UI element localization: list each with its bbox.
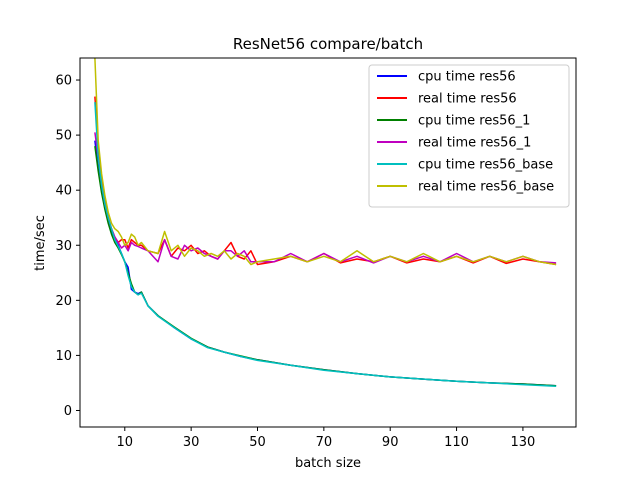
y-tick-label-3: 30: [55, 239, 72, 254]
x-tick-label-3: 70: [316, 435, 333, 450]
x-tick-label-5: 110: [444, 435, 469, 450]
x-tick-label-6: 130: [511, 435, 536, 450]
y-tick-label-4: 40: [55, 184, 72, 199]
legend-label-0: cpu time res56: [418, 70, 516, 85]
x-tick-label-1: 30: [183, 435, 200, 450]
series-line-3: [94, 132, 557, 264]
x-axis: 10 30 50 70 90 110 130: [117, 427, 536, 450]
plot-frame: [79, 57, 577, 428]
plot-lines: [94, 58, 557, 387]
legend-label-2: cpu time res56_1: [418, 114, 530, 129]
y-tick-label-6: 60: [55, 74, 72, 89]
legend-label-5: real time res56_base: [418, 180, 554, 195]
y-tick-label-5: 50: [55, 129, 72, 144]
y-tick-label-1: 10: [55, 349, 72, 364]
legend: cpu time res56 real time res56 cpu time re…: [368, 64, 570, 208]
chart-title: ResNet56 compare/batch: [233, 35, 423, 53]
series-line-5: [94, 58, 557, 266]
x-axis-label: batch size: [295, 456, 361, 471]
y-axis-label: time/sec: [33, 215, 48, 271]
legend-box: [368, 64, 570, 208]
x-tick-label-0: 10: [117, 435, 134, 450]
legend-label-4: cpu time res56_base: [418, 158, 553, 173]
y-axis: 0 10 20 30 40 50 60: [55, 74, 80, 419]
x-tick-label-2: 50: [249, 435, 266, 450]
y-tick-label-0: 0: [64, 404, 72, 419]
legend-label-3: real time res56_1: [418, 136, 531, 151]
x-tick-label-4: 90: [382, 435, 399, 450]
legend-label-1: real time res56: [418, 92, 517, 107]
y-tick-label-2: 20: [55, 294, 72, 309]
series-line-4: [94, 102, 557, 387]
